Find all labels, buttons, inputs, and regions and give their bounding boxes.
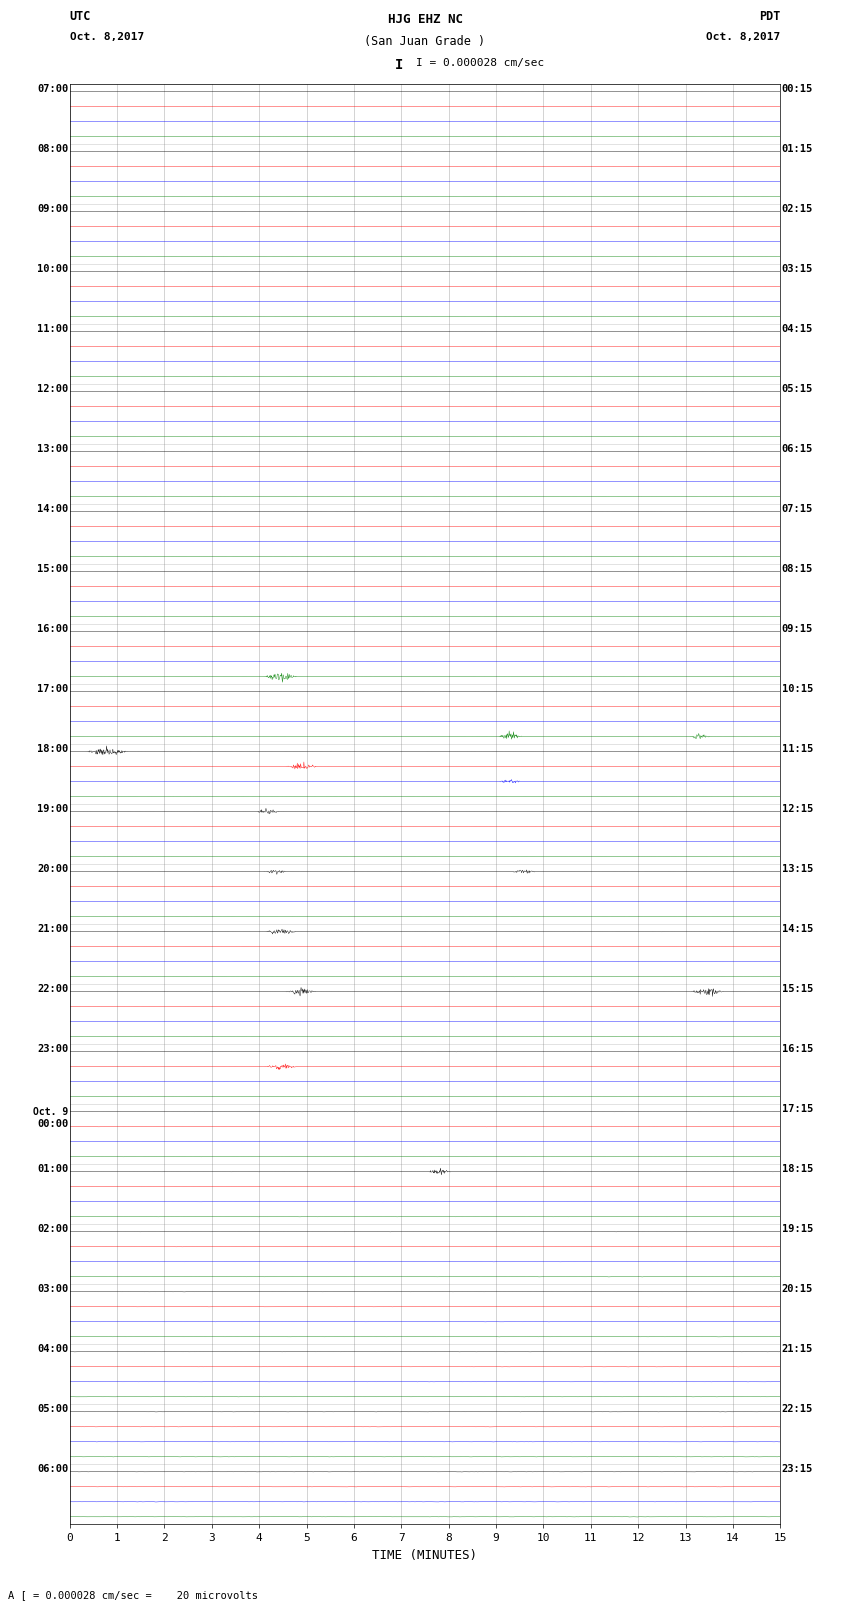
Text: 18:15: 18:15: [782, 1165, 813, 1174]
Text: 19:00: 19:00: [37, 803, 68, 815]
Text: 08:00: 08:00: [37, 144, 68, 153]
Text: 03:00: 03:00: [37, 1284, 68, 1294]
Text: 04:00: 04:00: [37, 1344, 68, 1355]
Text: I = 0.000028 cm/sec: I = 0.000028 cm/sec: [416, 58, 545, 68]
Text: UTC: UTC: [70, 10, 91, 23]
Text: 13:15: 13:15: [782, 865, 813, 874]
Text: Oct. 9: Oct. 9: [33, 1107, 68, 1116]
Text: 22:00: 22:00: [37, 984, 68, 994]
Text: I: I: [395, 58, 404, 73]
Text: 15:15: 15:15: [782, 984, 813, 994]
Text: 16:15: 16:15: [782, 1044, 813, 1055]
Text: 01:00: 01:00: [37, 1165, 68, 1174]
Text: PDT: PDT: [759, 10, 780, 23]
Text: Oct. 8,2017: Oct. 8,2017: [70, 32, 144, 42]
Text: 21:15: 21:15: [782, 1344, 813, 1355]
Text: 18:00: 18:00: [37, 744, 68, 753]
Text: 14:00: 14:00: [37, 503, 68, 515]
Text: 17:00: 17:00: [37, 684, 68, 694]
Text: 07:15: 07:15: [782, 503, 813, 515]
Text: 09:00: 09:00: [37, 203, 68, 215]
Text: 15:00: 15:00: [37, 565, 68, 574]
Text: 12:00: 12:00: [37, 384, 68, 394]
Text: 23:15: 23:15: [782, 1465, 813, 1474]
Text: 02:00: 02:00: [37, 1224, 68, 1234]
Text: 07:00: 07:00: [37, 84, 68, 94]
Text: 10:00: 10:00: [37, 265, 68, 274]
Text: 23:00: 23:00: [37, 1044, 68, 1055]
Text: 13:00: 13:00: [37, 444, 68, 453]
Text: 10:15: 10:15: [782, 684, 813, 694]
Text: 21:00: 21:00: [37, 924, 68, 934]
Text: 14:15: 14:15: [782, 924, 813, 934]
Text: 17:15: 17:15: [782, 1105, 813, 1115]
X-axis label: TIME (MINUTES): TIME (MINUTES): [372, 1548, 478, 1561]
Text: 05:00: 05:00: [37, 1405, 68, 1415]
Text: (San Juan Grade ): (San Juan Grade ): [365, 35, 485, 48]
Text: 04:15: 04:15: [782, 324, 813, 334]
Text: 03:15: 03:15: [782, 265, 813, 274]
Text: 06:15: 06:15: [782, 444, 813, 453]
Text: 00:15: 00:15: [782, 84, 813, 94]
Text: HJG EHZ NC: HJG EHZ NC: [388, 13, 462, 26]
Text: 11:15: 11:15: [782, 744, 813, 753]
Text: 11:00: 11:00: [37, 324, 68, 334]
Text: 06:00: 06:00: [37, 1465, 68, 1474]
Text: 16:00: 16:00: [37, 624, 68, 634]
Text: 22:15: 22:15: [782, 1405, 813, 1415]
Text: 08:15: 08:15: [782, 565, 813, 574]
Text: 19:15: 19:15: [782, 1224, 813, 1234]
Text: 20:00: 20:00: [37, 865, 68, 874]
Text: 05:15: 05:15: [782, 384, 813, 394]
Text: 02:15: 02:15: [782, 203, 813, 215]
Text: 01:15: 01:15: [782, 144, 813, 153]
Text: Oct. 8,2017: Oct. 8,2017: [706, 32, 780, 42]
Text: 09:15: 09:15: [782, 624, 813, 634]
Text: 00:00: 00:00: [37, 1119, 68, 1129]
Text: 20:15: 20:15: [782, 1284, 813, 1294]
Text: 12:15: 12:15: [782, 803, 813, 815]
Text: A [ = 0.000028 cm/sec =    20 microvolts: A [ = 0.000028 cm/sec = 20 microvolts: [8, 1590, 258, 1600]
